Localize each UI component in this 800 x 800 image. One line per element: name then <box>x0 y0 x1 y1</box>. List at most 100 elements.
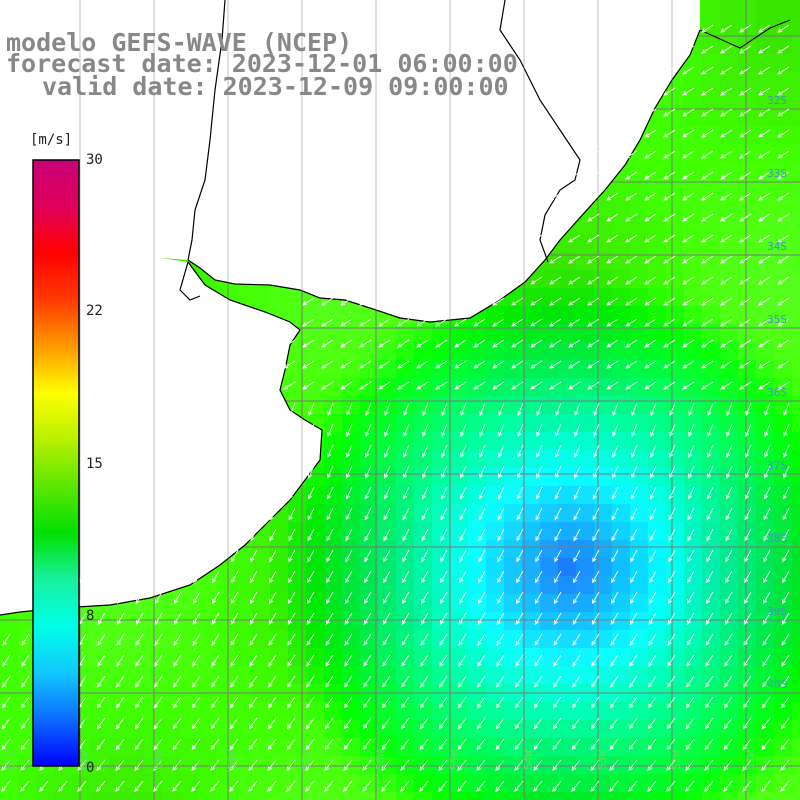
wind-arrow-icon <box>663 339 676 348</box>
wind-arrow-icon <box>21 633 30 646</box>
wind-arrow-icon <box>707 444 714 458</box>
forecast-date: forecast date: 2023-12-01 06:00:00 <box>6 49 518 78</box>
wind-arrow-icon <box>701 66 714 75</box>
wind-arrow-icon <box>720 171 733 180</box>
wind-arrow-icon <box>701 255 714 264</box>
wind-arrow-icon <box>440 507 448 521</box>
wind-arrow-icon <box>250 486 258 500</box>
wind-arrow-icon <box>536 444 543 458</box>
wind-arrow-icon <box>343 717 353 730</box>
wind-arrow-icon <box>705 654 714 667</box>
wind-arrow-icon <box>401 591 410 605</box>
wind-arrow-icon <box>549 339 562 348</box>
wind-arrow-icon <box>1 759 11 772</box>
wind-arrow-icon <box>231 486 239 500</box>
wind-arrow-icon <box>587 171 600 180</box>
wind-arrow-icon <box>191 717 201 730</box>
wind-arrow-icon <box>687 465 695 479</box>
wind-arrow-icon <box>440 549 448 563</box>
wind-arrow-icon <box>720 360 733 369</box>
wind-arrow-icon <box>136 549 144 563</box>
wind-arrow-icon <box>573 549 581 563</box>
wind-arrow-icon <box>777 66 790 75</box>
wind-arrow-icon <box>402 507 410 521</box>
wind-arrow-icon <box>568 192 581 201</box>
wind-arrow-icon <box>340 339 353 348</box>
wind-arrow-icon <box>383 507 391 521</box>
wind-arrow-icon <box>763 507 771 521</box>
wind-arrow-icon <box>419 780 429 792</box>
wind-arrow-icon <box>270 423 277 437</box>
wind-arrow-icon <box>325 654 334 667</box>
wind-arrow-icon <box>554 507 562 521</box>
wind-arrow-icon <box>492 297 505 306</box>
wind-arrow-icon <box>530 297 543 306</box>
wind-arrow-icon <box>478 507 486 521</box>
wind-arrow-icon <box>553 612 562 625</box>
wind-arrow-icon <box>321 318 334 327</box>
wind-arrow-icon <box>306 654 315 667</box>
wind-arrow-icon <box>777 318 790 327</box>
wind-arrow-icon <box>478 549 486 563</box>
wind-arrow-icon <box>288 528 296 542</box>
lon-label: 52W <box>670 750 683 770</box>
wind-arrow-icon <box>682 360 695 369</box>
wind-arrow-icon <box>98 549 106 563</box>
wind-arrow-icon <box>345 549 353 563</box>
wind-arrow-icon <box>666 780 676 792</box>
wind-arrow-icon <box>549 192 562 201</box>
wind-arrow-icon <box>704 759 714 772</box>
wind-arrow-icon <box>324 696 334 709</box>
wind-arrow-icon <box>495 738 505 751</box>
wind-arrow-icon <box>571 759 581 772</box>
wind-arrow-icon <box>593 444 600 458</box>
wind-arrow-icon <box>116 612 125 625</box>
wind-arrow-icon <box>724 591 733 605</box>
wind-arrow-icon <box>364 486 372 500</box>
wind-arrow-icon <box>630 570 638 584</box>
wind-arrow-icon <box>134 738 144 751</box>
wind-arrow-icon <box>723 780 733 792</box>
wind-arrow-icon <box>384 402 391 416</box>
wind-arrow-icon <box>193 465 201 479</box>
wind-arrow-icon <box>720 339 733 348</box>
wind-arrow-icon <box>345 507 353 521</box>
wind-arrow-icon <box>497 507 505 521</box>
wind-arrow-icon <box>492 255 505 264</box>
wind-arrow-icon <box>458 633 467 646</box>
wind-arrow-icon <box>705 612 714 625</box>
wind-arrow-icon <box>193 570 201 584</box>
wind-arrow-icon <box>743 591 752 605</box>
wind-arrow-icon <box>116 633 125 646</box>
wind-arrow-icon <box>2 654 11 667</box>
wind-arrow-icon <box>701 339 714 348</box>
wind-arrow-icon <box>630 528 638 542</box>
wind-arrow-icon <box>587 339 600 348</box>
wind-arrow-icon <box>400 780 410 792</box>
wind-arrow-icon <box>723 717 733 730</box>
wind-arrow-icon <box>739 234 752 243</box>
wind-arrow-icon <box>592 549 600 563</box>
colorbar-tick-22: 22 <box>86 303 103 319</box>
wind-arrow-icon <box>628 738 638 751</box>
wind-arrow-icon <box>663 108 676 117</box>
wind-arrow-icon <box>421 507 429 521</box>
wind-arrow-icon <box>628 780 638 792</box>
wind-arrow-icon <box>515 633 524 646</box>
wind-arrow-icon <box>286 759 296 772</box>
wind-arrow-icon <box>438 738 448 751</box>
wind-arrow-icon <box>568 297 581 306</box>
wind-arrow-icon <box>382 612 391 625</box>
wind-arrow-icon <box>249 633 258 646</box>
wind-arrow-icon <box>245 381 258 390</box>
wind-arrow-icon <box>553 633 562 646</box>
wind-arrow-icon <box>267 759 277 772</box>
wind-arrow-icon <box>438 696 448 709</box>
wind-arrow-icon <box>625 318 638 327</box>
wind-arrow-icon <box>611 570 619 584</box>
wind-arrow-icon <box>720 129 733 138</box>
wind-arrow-icon <box>459 507 467 521</box>
wind-arrow-icon <box>572 633 581 646</box>
wind-arrow-icon <box>663 150 676 159</box>
wind-arrow-icon <box>630 549 638 563</box>
